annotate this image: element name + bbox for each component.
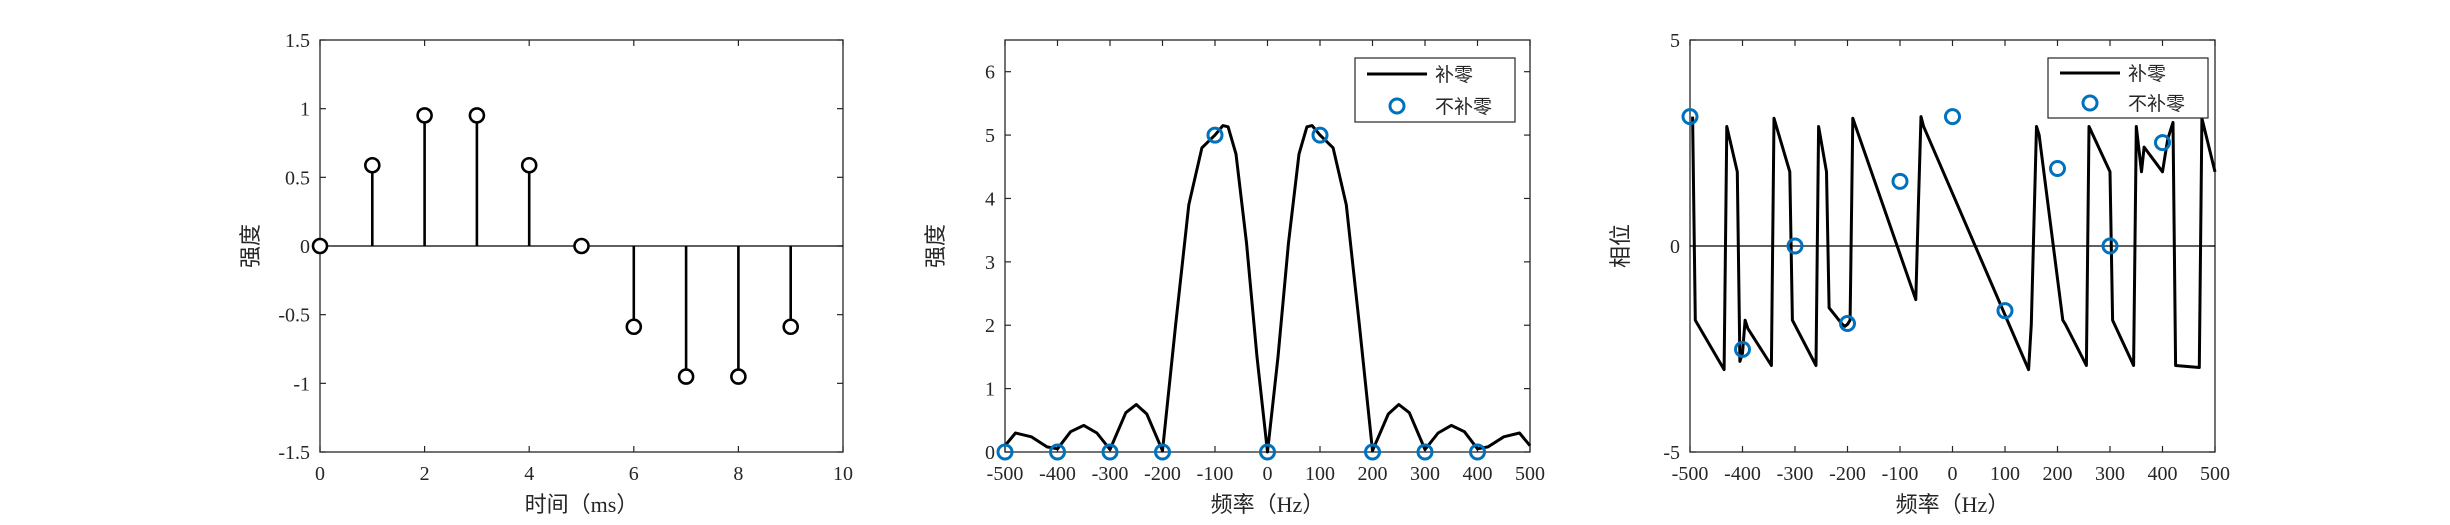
legend-marker-swatch <box>1388 97 1406 115</box>
x-tick-label: 300 <box>2095 463 2125 485</box>
data-point-marker <box>1049 443 1066 461</box>
stem-marker <box>573 237 590 255</box>
x-tick-label: 200 <box>2043 463 2073 485</box>
stem-marker <box>730 368 747 385</box>
x-tick-label: 400 <box>2148 463 2178 485</box>
x-tick-label: 10 <box>833 463 853 485</box>
x-tick-label: -500 <box>1672 463 1709 485</box>
data-point-marker <box>1681 108 1699 126</box>
data-point-marker <box>1364 443 1381 461</box>
y-tick-label: 1 <box>300 99 310 121</box>
x-tick-label: -300 <box>1092 463 1129 485</box>
x-tick-label: -500 <box>987 463 1024 485</box>
legend-label: 补零 <box>1435 64 1473 86</box>
data-point-marker <box>1734 340 1751 358</box>
data-point-marker <box>1469 443 1486 461</box>
y-tick-label: -5 <box>1663 442 1680 464</box>
y-tick-label: 0 <box>1670 236 1680 258</box>
x-tick-label: 2 <box>420 463 430 485</box>
x-tick-label: 6 <box>629 463 639 485</box>
x-tick-label: -100 <box>1197 463 1234 485</box>
legend-label: 不补零 <box>2128 93 2185 115</box>
data-point-marker <box>1786 237 1804 255</box>
legend-box <box>1354 57 1516 123</box>
x-tick-label: 100 <box>1305 463 1335 485</box>
data-point-marker <box>1839 314 1856 332</box>
data-point-marker <box>996 443 1014 461</box>
legend-label: 补零 <box>2128 63 2166 85</box>
y-tick-label: 1 <box>985 379 995 401</box>
stem-marker <box>311 237 329 255</box>
x-tick-label: 0 <box>315 463 325 485</box>
chart-3: -500 -400 -300 -200 -100 0 100 200 300 400 500 -5 0 5… <box>1608 30 2230 517</box>
y-axis-label: 强度 <box>238 224 263 268</box>
y-tick-label: 0.5 <box>285 167 310 189</box>
x-axis-label: 时间（ms） <box>525 492 639 517</box>
data-point-marker <box>2154 134 2171 152</box>
x-tick-label: -300 <box>1777 463 1814 485</box>
data-point-marker <box>1154 443 1171 461</box>
x-tick-label: 400 <box>1463 463 1493 485</box>
y-tick-label: 0 <box>985 442 995 464</box>
x-tick-label: -400 <box>1039 463 1076 485</box>
legend-box <box>2047 57 2209 119</box>
data-point-marker <box>1206 126 1224 144</box>
y-tick-label: 6 <box>985 62 995 84</box>
stem-marker <box>520 156 538 174</box>
data-point-marker <box>1311 126 1329 144</box>
series-line-1 <box>1691 115 2217 372</box>
y-tick-label: -1.5 <box>278 442 310 464</box>
y-tick-label: 0 <box>300 236 310 258</box>
legend-marker-swatch <box>2081 94 2099 112</box>
y-tick-label: -1 <box>293 373 310 395</box>
series-line-1 <box>1003 124 1532 454</box>
data-point-marker <box>1259 443 1276 461</box>
data-point-marker <box>1416 443 1434 461</box>
data-point-marker <box>1101 443 1119 461</box>
stem-marker <box>782 318 800 336</box>
x-tick-label: 100 <box>1990 463 2020 485</box>
x-tick-label: 200 <box>1358 463 1388 485</box>
x-tick-label: 8 <box>733 463 743 485</box>
data-point-marker <box>1891 172 1909 190</box>
chart-2: -500 -400 -300 -200 -100 0 100 200 300 400 500 0 1 2 3… <box>923 39 1545 517</box>
legend-label: 不补零 <box>1435 96 1492 118</box>
stem-marker <box>416 107 433 124</box>
x-tick-label: -200 <box>1829 463 1866 485</box>
y-tick-label: 5 <box>985 125 995 147</box>
y-axis-label: 强度 <box>923 224 948 268</box>
data-point-marker <box>1996 302 2014 320</box>
x-tick-label: 4 <box>524 463 534 485</box>
chart-1: 0 2 4 6 8 10 -1.5 -1 -0.5 0 0.5 1 1.5 时间（ms） 强度 <box>238 30 853 517</box>
x-tick-label: -100 <box>1882 463 1919 485</box>
y-tick-label: 2 <box>985 315 995 337</box>
x-tick-label: 0 <box>1948 463 1958 485</box>
stem-marker <box>468 107 486 124</box>
stem-marker <box>677 368 695 385</box>
x-axis-label: 频率（Hz） <box>1896 492 2010 517</box>
x-tick-label: 500 <box>2200 463 2230 485</box>
y-tick-label: -0.5 <box>278 305 310 327</box>
y-tick-label: 3 <box>985 252 995 274</box>
x-tick-label: -200 <box>1144 463 1181 485</box>
x-tick-label: -400 <box>1724 463 1761 485</box>
y-tick-label: 4 <box>985 188 995 210</box>
stem-marker <box>625 318 643 336</box>
data-point-marker <box>1944 108 1961 126</box>
y-tick-label: 1.5 <box>285 30 310 52</box>
x-axis-label: 频率（Hz） <box>1211 492 1325 517</box>
x-tick-label: 500 <box>1515 463 1545 485</box>
data-point-marker <box>2049 160 2066 178</box>
x-tick-label: 300 <box>1410 463 1440 485</box>
stem-marker <box>363 156 381 174</box>
data-point-marker <box>2101 237 2119 255</box>
y-tick-label: 5 <box>1670 30 1680 52</box>
x-tick-label: 0 <box>1263 463 1273 485</box>
y-axis-label: 相位 <box>1608 224 1633 268</box>
